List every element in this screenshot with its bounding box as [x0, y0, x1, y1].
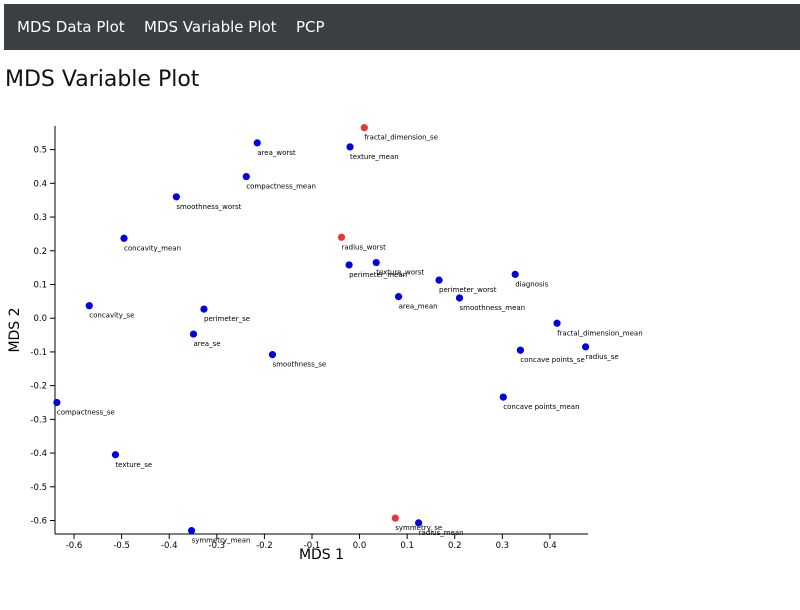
scatter-point[interactable] — [435, 276, 443, 284]
scatter-point[interactable] — [337, 233, 346, 241]
scatter-point[interactable] — [242, 172, 250, 181]
point-label: perimeter_mean — [349, 271, 407, 279]
point-label: area_se — [193, 340, 220, 348]
scatter-point[interactable] — [172, 193, 180, 201]
scatter-point[interactable] — [120, 234, 128, 242]
y-tick-label: -0.6 — [30, 517, 47, 527]
point-label: texture_worst — [376, 269, 424, 277]
point-label: concave points_se — [520, 356, 584, 364]
x-tick-label: 0.0 — [353, 541, 367, 551]
point-label: texture_mean — [350, 153, 399, 161]
nav-pcp[interactable]: PCP — [296, 18, 325, 36]
x-tick-label: -0.3 — [209, 541, 226, 551]
scatter-point[interactable] — [582, 343, 590, 351]
point-label: radius_mean — [419, 529, 464, 537]
y-tick-label: 0.0 — [33, 314, 47, 324]
scatter-point[interactable] — [360, 124, 368, 132]
point-label: diagnosis — [515, 280, 548, 288]
point-label: fractal_dimension_se — [364, 134, 438, 142]
scatter-point[interactable] — [516, 346, 525, 354]
point-label: symmetry_mean — [192, 537, 251, 545]
x-tick-label: 0.1 — [400, 541, 414, 551]
scatter-point[interactable] — [553, 319, 561, 327]
x-tick-label: -0.2 — [256, 541, 273, 551]
point-label: concavity_mean — [124, 244, 181, 252]
y-tick-label: -0.3 — [30, 415, 47, 425]
point-label: fractal_dimension_mean — [557, 329, 643, 337]
nav-mds-data-plot[interactable]: MDS Data Plot — [17, 18, 125, 36]
point-label: texture_se — [115, 461, 152, 469]
x-tick-label: -0.6 — [66, 541, 83, 551]
scatter-point[interactable] — [394, 293, 403, 301]
scatter-point[interactable] — [268, 351, 277, 359]
x-tick-label: -0.1 — [304, 541, 321, 551]
scatter-point[interactable] — [253, 139, 261, 147]
y-tick-label: 0.5 — [33, 146, 47, 156]
nav-mds-variable-plot[interactable]: MDS Variable Plot — [144, 18, 277, 36]
point-label: symmetry_se — [395, 524, 442, 532]
scatter-point[interactable] — [414, 519, 423, 527]
y-tick-label: -0.2 — [30, 382, 47, 392]
scatter-point[interactable] — [455, 294, 464, 302]
point-label: area_mean — [399, 303, 438, 311]
scatter-point[interactable] — [345, 261, 353, 269]
y-axis-title: MDS 2 — [7, 307, 23, 352]
x-tick-label: -0.5 — [113, 541, 130, 551]
point-label: smoothness_se — [272, 361, 326, 369]
scatter-point[interactable] — [111, 451, 120, 459]
x-tick-label: 0.2 — [448, 541, 462, 551]
x-tick-label: 0.4 — [543, 541, 557, 551]
scatter-point[interactable] — [200, 305, 208, 313]
point-label: radius_worst — [341, 243, 386, 251]
point-label: perimeter_worst — [439, 286, 497, 294]
scatter-point[interactable] — [53, 398, 61, 407]
x-tick-label: -0.4 — [161, 541, 178, 551]
navbar: MDS Data Plot MDS Variable Plot PCP — [4, 4, 800, 50]
y-tick-label: -0.4 — [30, 449, 47, 459]
point-label: concavity_se — [89, 312, 134, 320]
y-tick-label: 0.4 — [33, 179, 47, 189]
y-tick-label: -0.5 — [30, 483, 47, 493]
point-label: smoothness_mean — [460, 304, 526, 312]
scatter-point[interactable] — [187, 527, 196, 535]
scatter-point[interactable] — [511, 270, 519, 278]
x-tick-label: 0.3 — [496, 541, 510, 551]
scatter-point[interactable] — [85, 302, 93, 310]
y-tick-label: 0.3 — [33, 213, 47, 223]
scatter-point[interactable] — [372, 258, 380, 267]
point-label: concave points_mean — [503, 403, 579, 411]
page-title: MDS Variable Plot — [5, 67, 200, 92]
y-tick-label: 0.1 — [33, 280, 47, 290]
point-label: radius_se — [586, 353, 619, 361]
point-label: area_worst — [257, 149, 296, 157]
x-axis-title: MDS 1 — [299, 547, 344, 563]
point-label: compactness_mean — [246, 183, 316, 191]
scatter-point[interactable] — [346, 143, 354, 151]
scatter-point[interactable] — [189, 330, 198, 338]
point-label: smoothness_worst — [176, 203, 241, 211]
scatter-point[interactable] — [391, 514, 399, 522]
point-label: perimeter_se — [204, 315, 250, 323]
point-label: compactness_se — [57, 408, 115, 416]
scatter-point[interactable] — [499, 393, 507, 401]
y-tick-label: 0.2 — [33, 247, 47, 257]
y-tick-label: -0.1 — [30, 348, 47, 358]
